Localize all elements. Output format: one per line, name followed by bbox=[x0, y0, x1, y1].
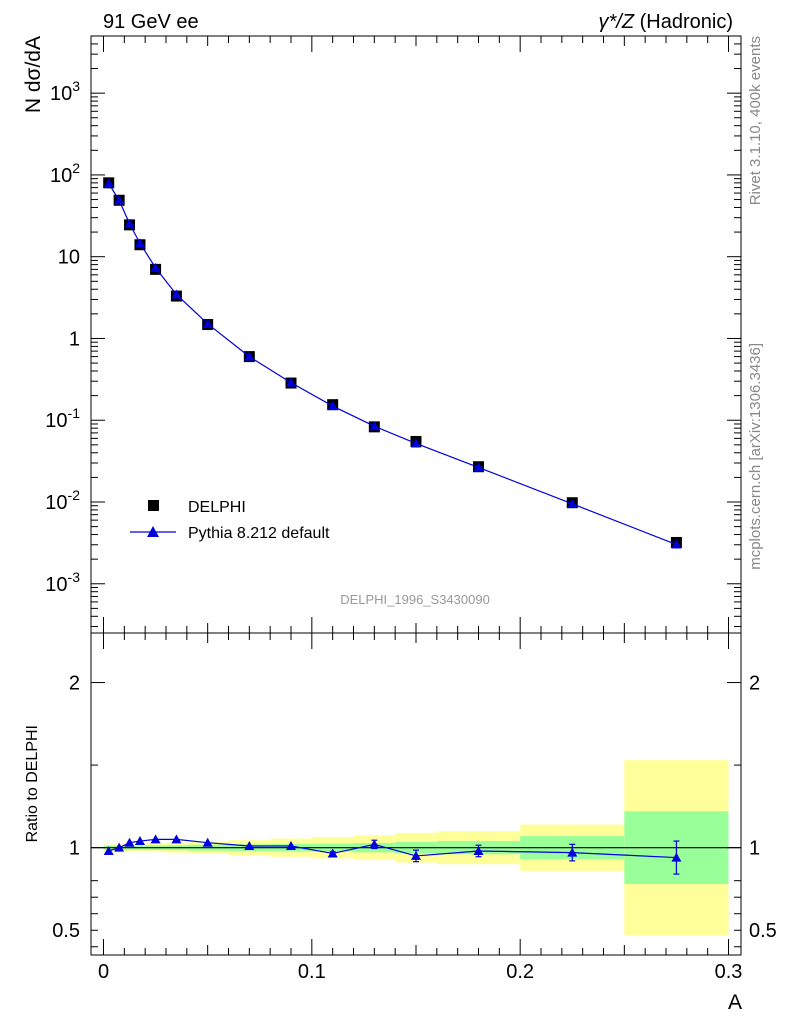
main-y-tick-label: 1 bbox=[69, 328, 80, 350]
x-axis-label: A bbox=[728, 991, 742, 1014]
mcplots-label: mcplots.cern.ch [arXiv:1306.3436] bbox=[747, 343, 764, 570]
ratio-pythia-point bbox=[286, 841, 296, 851]
main-plot-axes: 10-3 10-2 10-1 1 10 102 103 bbox=[45, 35, 742, 634]
x-tick-label: 0.1 bbox=[298, 961, 326, 983]
rivet-label: Rivet 3.1.10, 400k events bbox=[747, 36, 764, 205]
main-y-tick-label: 102 bbox=[50, 160, 80, 187]
ratio-pythia-point bbox=[150, 834, 161, 844]
header-left-title: 91 GeV ee bbox=[103, 11, 199, 33]
pythia-point bbox=[171, 289, 182, 299]
header-right-text: (Hadronic) bbox=[634, 11, 733, 33]
main-y-tick-label: 103 bbox=[50, 78, 80, 105]
x-tick-label: 0 bbox=[98, 961, 109, 983]
ratio-pythia-point bbox=[114, 842, 125, 852]
pythia-point bbox=[124, 218, 135, 228]
ratio-plot-axes: 0 0.1 0.2 0.3 0.5 0.5 1 1 2 2 bbox=[52, 632, 777, 983]
pythia-point bbox=[150, 262, 161, 272]
pythia-point bbox=[567, 498, 578, 508]
header-right-title: γ*/Z (Hadronic) bbox=[599, 11, 733, 33]
pythia-point bbox=[473, 462, 484, 472]
ratio-uncertainty-bands bbox=[91, 760, 741, 936]
ratio-pythia-point bbox=[202, 837, 213, 847]
pythia-line bbox=[108, 183, 677, 546]
main-plot-marks bbox=[103, 177, 682, 549]
legend-label-pythia: Pythia 8.212 default bbox=[188, 525, 330, 542]
header-right-symbol: γ*/Z bbox=[599, 11, 635, 33]
ratio-pythia-point bbox=[567, 847, 578, 857]
main-plot-panel: 10-3 10-2 10-1 1 10 102 103 DELPHI_1996_S34300… bbox=[22, 35, 742, 634]
ratio-y-tick-label-right: 2 bbox=[749, 673, 760, 695]
ratio-plot-panel: 0 0.1 0.2 0.3 0.5 0.5 1 1 2 2 Ratio to DELPHI A bbox=[24, 632, 777, 1014]
legend-label-delphi: DELPHI bbox=[188, 499, 246, 516]
ratio-y-tick-label-right: 1 bbox=[749, 838, 760, 860]
pythia-point bbox=[369, 421, 380, 431]
ratio-pythia-point bbox=[671, 852, 682, 862]
main-y-tick-label: 10-3 bbox=[45, 569, 80, 596]
pythia-point bbox=[671, 539, 682, 549]
main-y-axis-label: N dσ/dA bbox=[22, 36, 45, 113]
main-y-tick-label: 10 bbox=[58, 247, 80, 269]
ratio-pythia-point bbox=[244, 841, 255, 851]
legend-marker-delphi bbox=[148, 500, 159, 511]
ratio-pythia-point bbox=[369, 839, 380, 849]
ratio-pythia-point bbox=[171, 834, 182, 844]
x-tick-label: 0.2 bbox=[506, 961, 534, 983]
main-y-tick-label: 10-1 bbox=[45, 405, 80, 432]
ratio-y-tick-label-right: 0.5 bbox=[749, 920, 777, 942]
pythia-point bbox=[202, 318, 213, 328]
ratio-y-axis-label: Ratio to DELPHI bbox=[24, 725, 41, 842]
x-tick-label: 0.3 bbox=[715, 961, 743, 983]
pythia-point bbox=[327, 401, 338, 411]
legend-marker-pythia bbox=[147, 526, 159, 537]
watermark-label: DELPHI_1996_S3430090 bbox=[340, 592, 490, 607]
ratio-pythia-point bbox=[134, 836, 145, 846]
ratio-y-tick-label-left: 0.5 bbox=[52, 920, 80, 942]
legend: DELPHI Pythia 8.212 default bbox=[130, 499, 330, 542]
pythia-point bbox=[134, 238, 145, 248]
ratio-pythia-point bbox=[327, 848, 338, 858]
ratio-pythia-point bbox=[411, 850, 421, 860]
main-plot-frame bbox=[90, 35, 742, 634]
pythia-point bbox=[103, 178, 114, 188]
ratio-y-tick-label-left: 2 bbox=[69, 673, 80, 695]
ratio-pythia-point bbox=[473, 845, 484, 855]
ratio-plot-marks bbox=[103, 834, 682, 875]
ratio-pythia-point bbox=[103, 845, 114, 855]
pythia-point bbox=[244, 351, 255, 361]
ratio-y-tick-label-left: 1 bbox=[69, 838, 80, 860]
pythia-point bbox=[114, 195, 125, 205]
ratio-pythia-point bbox=[124, 837, 135, 847]
main-y-tick-label: 10-2 bbox=[45, 487, 80, 514]
pythia-point bbox=[286, 377, 296, 387]
pythia-point bbox=[411, 438, 421, 448]
